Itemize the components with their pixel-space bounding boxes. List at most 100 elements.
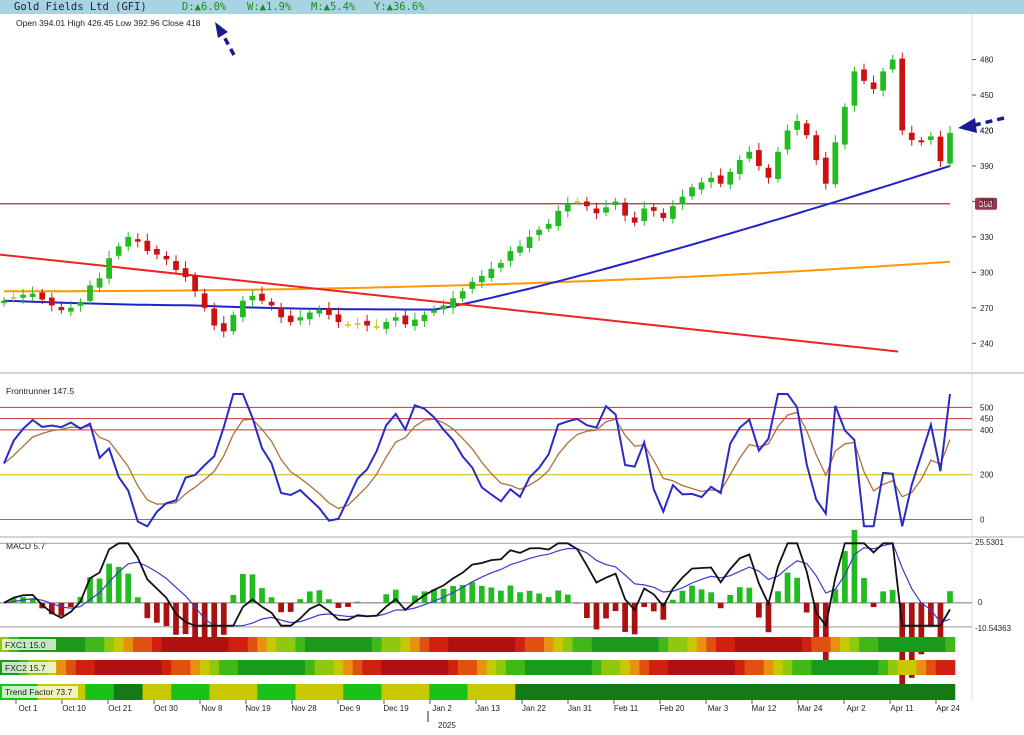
year-label: 2025 xyxy=(438,721,456,730)
fxc1-cell xyxy=(56,637,67,652)
fxc2-cell xyxy=(381,660,392,675)
trend-factor-cell xyxy=(171,684,182,700)
trend-factor-label: Trend Factor 73.7 xyxy=(5,687,73,697)
macd-bar xyxy=(584,602,590,619)
header-bar: Gold Fields Ltd (GFI) D:▲6.0% W:▲1.9% M:… xyxy=(0,0,1024,14)
fxc2-cell xyxy=(362,660,373,675)
candle-body xyxy=(803,123,810,136)
candle-body xyxy=(1,300,7,304)
candle-body xyxy=(526,236,533,248)
trend-factor-cell xyxy=(352,684,363,700)
macd-bar xyxy=(612,602,619,612)
trend-factor-cell xyxy=(429,684,440,700)
trend-factor-cell xyxy=(362,684,373,700)
fxc1-cell xyxy=(926,637,937,652)
fxc2-cell xyxy=(180,660,191,675)
fxc1-cell xyxy=(486,637,497,652)
fxc1-cell xyxy=(438,637,449,652)
fxc1-cell xyxy=(285,637,296,652)
fxc2-cell xyxy=(238,660,249,675)
candlestick-series[interactable] xyxy=(1,52,953,338)
fxc1-cell xyxy=(887,637,898,652)
trend-factor-cell xyxy=(457,684,468,700)
fxc2-cell xyxy=(152,660,163,675)
macd-bar xyxy=(163,602,170,627)
fxc1-cell xyxy=(85,637,96,652)
fxc1-cell xyxy=(477,637,488,652)
candle-body xyxy=(536,229,542,235)
macd-bar xyxy=(660,602,667,620)
candle-body xyxy=(775,151,781,179)
price-tick-label: 390 xyxy=(980,162,994,171)
trend-factor-cell xyxy=(228,684,239,700)
macd-bar xyxy=(526,590,533,603)
macd-bar xyxy=(822,602,829,665)
trend-factor-cell xyxy=(438,684,449,700)
fxc2-cell xyxy=(687,660,698,675)
macd-bar xyxy=(564,594,571,603)
candle-body xyxy=(679,196,686,204)
candle-body xyxy=(39,292,46,300)
macd-bar xyxy=(68,602,74,608)
fxc2-cell xyxy=(610,660,621,675)
trend-factor-cell xyxy=(343,684,354,700)
fxc2-cell xyxy=(534,660,545,675)
trend-factor-cell xyxy=(610,684,621,700)
trend-factor-cell xyxy=(123,684,134,700)
date-tick-label: Nov 28 xyxy=(291,704,317,713)
fxc2-cell xyxy=(754,660,765,675)
candle-body xyxy=(794,121,800,130)
macd-bar xyxy=(421,591,428,603)
ohlc-readout: Open 394.01 High 426.45 Low 392.96 Close… xyxy=(16,18,201,28)
candle-body xyxy=(240,300,246,318)
candle-body xyxy=(832,142,839,185)
candle-body xyxy=(306,312,313,320)
macd-bar xyxy=(87,577,93,603)
fxc1-cell xyxy=(496,637,507,652)
fxc1-cell xyxy=(629,637,640,652)
date-tick-label: Apr 24 xyxy=(936,704,960,713)
fxc1-cell xyxy=(400,637,411,652)
date-tick-label: Apr 11 xyxy=(891,704,915,713)
fxc2-cell xyxy=(706,660,717,675)
candle-body xyxy=(48,297,55,306)
fxc2-cell xyxy=(133,660,144,675)
trend-factor-cell xyxy=(639,684,650,700)
candle-body xyxy=(421,314,428,321)
fxc2-cell xyxy=(859,660,870,675)
candle-body xyxy=(488,268,495,279)
candle-body xyxy=(813,135,820,161)
candle-body xyxy=(373,326,380,328)
fast-ma-line xyxy=(3,164,951,311)
macd-bar xyxy=(631,602,638,635)
macd-bar xyxy=(106,563,112,603)
fxc2-cell xyxy=(295,660,306,675)
candle-body xyxy=(889,59,896,70)
trend-factor-cell xyxy=(553,684,564,700)
macd-bar xyxy=(870,602,877,608)
frontrunner-tick-label: 0 xyxy=(980,516,985,525)
trend-factor-cell xyxy=(190,684,201,700)
date-tick-label: Mar 3 xyxy=(708,704,729,713)
date-tick-label: Feb 20 xyxy=(660,704,685,713)
trend-factor-cell xyxy=(945,684,956,700)
candle-body xyxy=(717,175,724,184)
month-change: M:▲5.4% xyxy=(311,1,356,13)
trendline xyxy=(0,253,899,353)
macd-bar xyxy=(803,602,810,613)
macd-bar xyxy=(459,585,466,603)
fxc1-cell xyxy=(410,637,421,652)
date-tick-label: Jan 13 xyxy=(476,704,501,713)
fxc2-cell xyxy=(515,660,526,675)
fxc2-cell xyxy=(715,660,726,675)
macd-bar xyxy=(889,589,896,603)
fxc2-cell xyxy=(878,660,889,675)
trend-factor-cell xyxy=(295,684,306,700)
fxc1-cell xyxy=(801,637,812,652)
macd-bar xyxy=(383,594,390,603)
macd-bar xyxy=(746,587,753,603)
macd-bar xyxy=(220,602,227,635)
candle-body xyxy=(822,157,829,184)
date-tick-label: Feb 11 xyxy=(614,704,639,713)
